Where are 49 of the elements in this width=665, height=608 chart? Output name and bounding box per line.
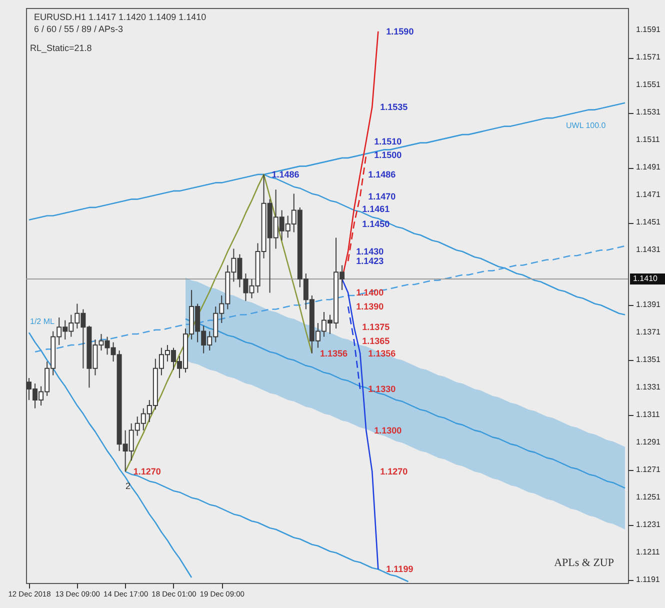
- data-label: 1.1430: [356, 246, 384, 256]
- y-tick-label: 1.1191: [636, 575, 660, 584]
- y-tick-label: 1.1231: [636, 520, 662, 530]
- y-tick-label: 1.1451: [636, 218, 662, 227]
- annotation: 2: [125, 481, 131, 491]
- y-tick-label: 1.1371: [636, 328, 662, 337]
- data-label: 1.1486: [272, 169, 300, 180]
- annotation: UWL 100.0: [566, 121, 606, 130]
- y-tick-label: 1.1351: [636, 355, 662, 364]
- y-tick-label: 1.1511: [636, 135, 660, 144]
- y-tick-label: 1.1311: [636, 410, 660, 420]
- y-tick-label: 1.1291: [636, 438, 662, 447]
- data-label: 1.1486: [368, 169, 396, 180]
- y-tick-label: 1.1391: [636, 300, 662, 310]
- data-label: 1.1270: [380, 466, 408, 477]
- y-tick-label: 1.1471: [636, 190, 662, 200]
- annotation: RL_Static=21.8: [30, 43, 92, 53]
- data-label: 1.1375: [362, 322, 390, 332]
- data-label: 1.1423: [356, 256, 384, 266]
- data-label: 1.1356: [320, 348, 348, 358]
- y-tick-label: 1.1331: [636, 382, 662, 392]
- data-label: 1.1500: [374, 150, 402, 160]
- data-label: 1.1470: [368, 191, 396, 202]
- annotation: 1/2 ML: [30, 317, 56, 326]
- y-tick-label: 1.1251: [636, 492, 662, 502]
- data-label: 1.1365: [362, 336, 390, 346]
- data-label: 1.1270: [133, 466, 161, 477]
- y-tick-label: 1.1271: [636, 465, 662, 474]
- data-label: 1.1356: [368, 348, 396, 358]
- y-tick-label: 1.1211: [636, 548, 660, 557]
- data-label: 1.1535: [380, 102, 408, 112]
- y-tick-label: 1.1591: [636, 25, 662, 34]
- y-tick-label: 1.1491: [636, 162, 662, 172]
- y-tick-label: 1.1531: [636, 108, 662, 117]
- y-tick-label: 1.1551: [636, 80, 662, 90]
- text: 6 / 60 / 55 / 89 / APs-3: [34, 24, 124, 34]
- data-label: 1.1390: [356, 302, 384, 312]
- annotation: APLs & ZUP: [554, 557, 614, 569]
- y-tick-label: 1.1431: [636, 245, 662, 254]
- data-label: 1.1300: [374, 425, 402, 436]
- ref-line-label: 1.1410: [633, 274, 658, 283]
- chart-title: EURUSD.H1 1.1417 1.1420 1.1409 1.1410: [34, 12, 206, 22]
- data-label: 1.1199: [386, 564, 414, 574]
- data-label: 1.1590: [386, 26, 414, 36]
- data-label: 1.1461: [362, 204, 390, 214]
- data-label: 1.1450: [362, 218, 390, 229]
- data-label: 1.1510: [374, 136, 402, 146]
- data-label: 1.1330: [368, 384, 396, 394]
- y-tick-label: 1.1571: [636, 52, 662, 62]
